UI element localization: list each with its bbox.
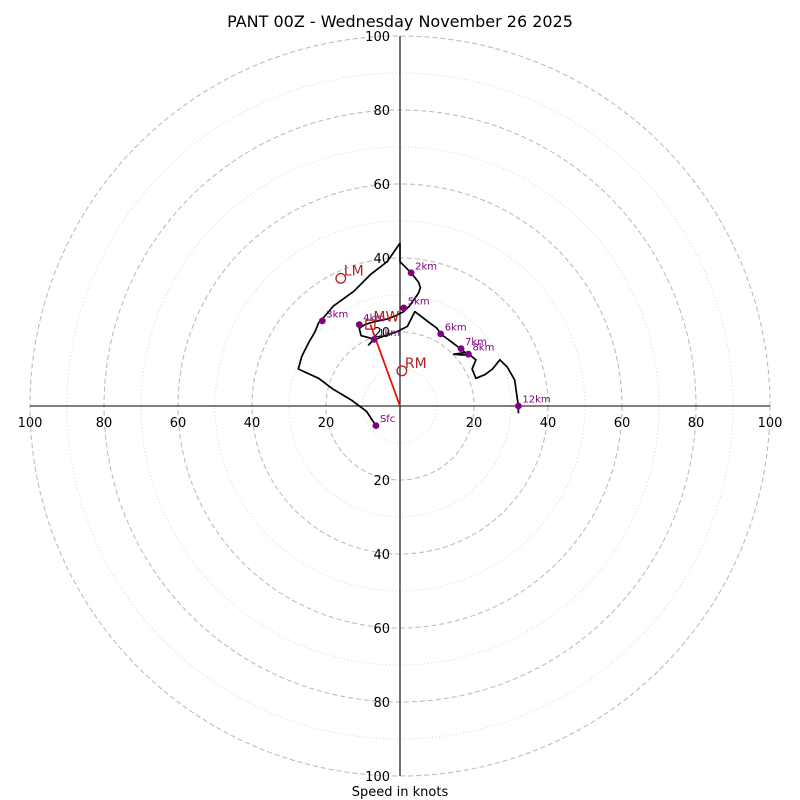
height-marker-label: 2km xyxy=(415,261,437,272)
storm-motion-MW xyxy=(365,319,376,330)
x-tick-label: 100 xyxy=(18,416,43,431)
storm-motion-RM xyxy=(396,365,408,377)
x-tick-label: 20 xyxy=(318,416,335,431)
y-tick-label: 20 xyxy=(373,326,390,341)
height-marker-label: 8km xyxy=(472,343,494,354)
y-tick-label: 60 xyxy=(373,622,390,637)
y-tick-label: 80 xyxy=(373,104,390,119)
height-marker-label: 3km xyxy=(326,309,348,320)
storm-motion-markers: LM MW RM xyxy=(335,263,427,377)
height-marker-label: 7km xyxy=(465,337,487,348)
height-marker-label: Sfc xyxy=(380,414,395,425)
x-tick-label: 80 xyxy=(96,416,113,431)
x-tick-label: 60 xyxy=(170,416,187,431)
height-marker-Sfc xyxy=(372,422,380,430)
hodograph-line xyxy=(297,242,520,427)
height-marker-3km xyxy=(318,317,326,325)
y-tick-label: 60 xyxy=(373,178,390,193)
hodograph-trace-group xyxy=(297,242,520,427)
storm-motion-label: LM xyxy=(344,263,364,279)
y-tick-label: 100 xyxy=(365,770,390,785)
height-marker-7km xyxy=(457,345,465,353)
height-marker-5km xyxy=(400,304,408,312)
storm-motion-LM xyxy=(335,272,347,284)
height-marker-12km xyxy=(515,402,522,410)
x-tick-label: 40 xyxy=(540,416,557,431)
height-marker-label: 5km xyxy=(408,296,430,307)
height-marker-label: 6km xyxy=(445,322,467,333)
y-tick-label: 40 xyxy=(373,252,390,267)
x-tick-label: 80 xyxy=(688,416,705,431)
x-tick-label: 40 xyxy=(244,416,261,431)
storm-motion-label: MW xyxy=(373,310,399,326)
x-tick-label: 60 xyxy=(614,416,631,431)
y-tick-label: 40 xyxy=(373,548,390,563)
height-marker-label: 1km xyxy=(378,328,400,339)
tick-labels: 100 80 60 40 20 20 40 60 80 100 20 40 60 80 100 20 40 60 8… xyxy=(18,30,783,785)
storm-motion-label: RM xyxy=(405,356,427,372)
height-marker-4km xyxy=(355,321,363,328)
height-marker-2km xyxy=(407,269,415,277)
x-tick-label: 100 xyxy=(758,416,783,431)
x-tick-label: 20 xyxy=(466,416,483,431)
y-tick-label: 100 xyxy=(365,30,390,45)
height-marker-8km xyxy=(465,350,472,358)
x-axis-label: Speed in knots xyxy=(352,785,449,800)
y-tick-label: 80 xyxy=(373,696,390,711)
height-marker-1km xyxy=(370,336,378,343)
height-marker-label: 4km xyxy=(363,313,385,324)
height-marker-6km xyxy=(437,330,445,338)
chart-title: PANT 00Z - Wednesday November 26 2025 xyxy=(227,12,573,31)
height-marker-label: 12km xyxy=(522,395,550,406)
y-tick-label: 20 xyxy=(373,474,390,489)
